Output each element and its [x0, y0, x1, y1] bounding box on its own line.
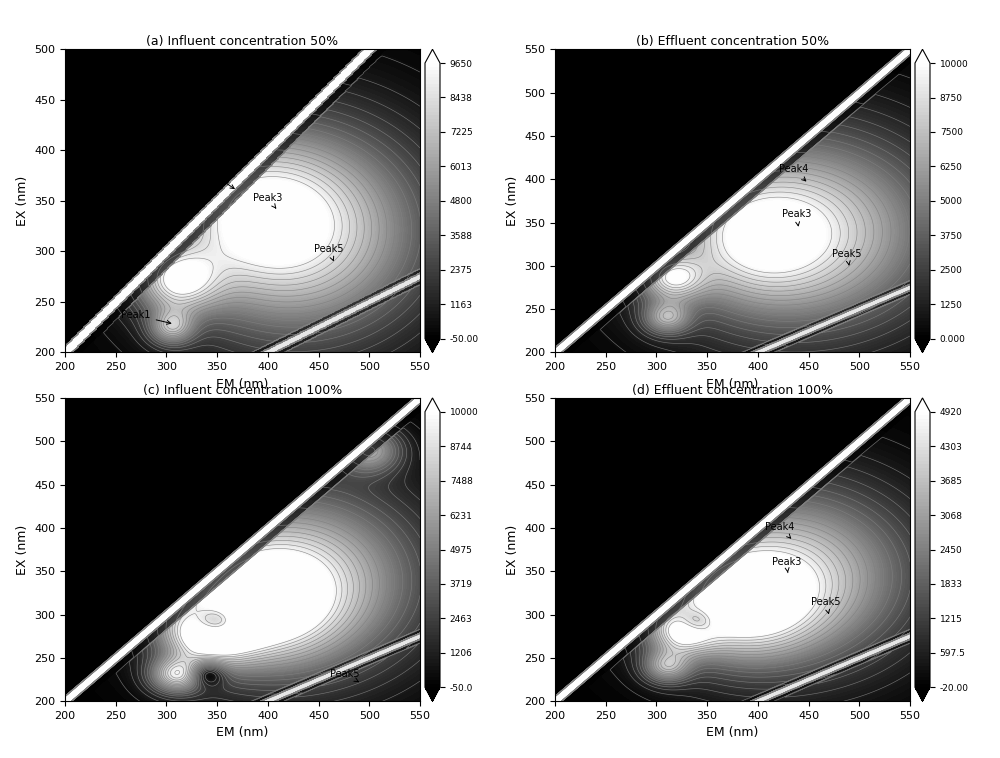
PathPatch shape — [915, 688, 930, 701]
Text: Peak5: Peak5 — [314, 244, 343, 261]
Title: (b) Effluent concentration 50%: (b) Effluent concentration 50% — [636, 35, 829, 48]
Title: (d) Effluent concentration 100%: (d) Effluent concentration 100% — [632, 384, 833, 396]
Text: Peak3: Peak3 — [772, 557, 801, 573]
X-axis label: EM (nm): EM (nm) — [216, 726, 269, 739]
PathPatch shape — [915, 339, 930, 352]
Y-axis label: EX (nm): EX (nm) — [506, 176, 519, 226]
Y-axis label: EX (nm): EX (nm) — [506, 525, 519, 575]
Title: (c) Influent concentration 100%: (c) Influent concentration 100% — [143, 384, 342, 396]
Text: Peak3: Peak3 — [782, 209, 811, 226]
PathPatch shape — [425, 688, 440, 701]
Y-axis label: EX (nm): EX (nm) — [16, 176, 29, 226]
Y-axis label: EX (nm): EX (nm) — [16, 525, 29, 575]
PathPatch shape — [425, 398, 440, 412]
Text: Peak5: Peak5 — [811, 597, 841, 613]
PathPatch shape — [425, 49, 440, 63]
Title: (a) Influent concentration 50%: (a) Influent concentration 50% — [146, 35, 339, 48]
Text: Peak5: Peak5 — [330, 669, 360, 681]
Text: Peak5: Peak5 — [832, 249, 862, 265]
PathPatch shape — [915, 49, 930, 63]
Text: Peak2: Peak2 — [579, 208, 632, 223]
PathPatch shape — [425, 339, 440, 352]
Text: Peak1: Peak1 — [121, 310, 171, 324]
Text: Peak4: Peak4 — [197, 168, 234, 189]
Text: Peak3: Peak3 — [253, 193, 283, 208]
Text: Peak4: Peak4 — [779, 164, 808, 181]
Text: Peak4: Peak4 — [765, 522, 795, 538]
X-axis label: EM (nm): EM (nm) — [706, 377, 759, 390]
X-axis label: EM (nm): EM (nm) — [706, 726, 759, 739]
X-axis label: EM (nm): EM (nm) — [216, 377, 269, 390]
PathPatch shape — [915, 398, 930, 412]
